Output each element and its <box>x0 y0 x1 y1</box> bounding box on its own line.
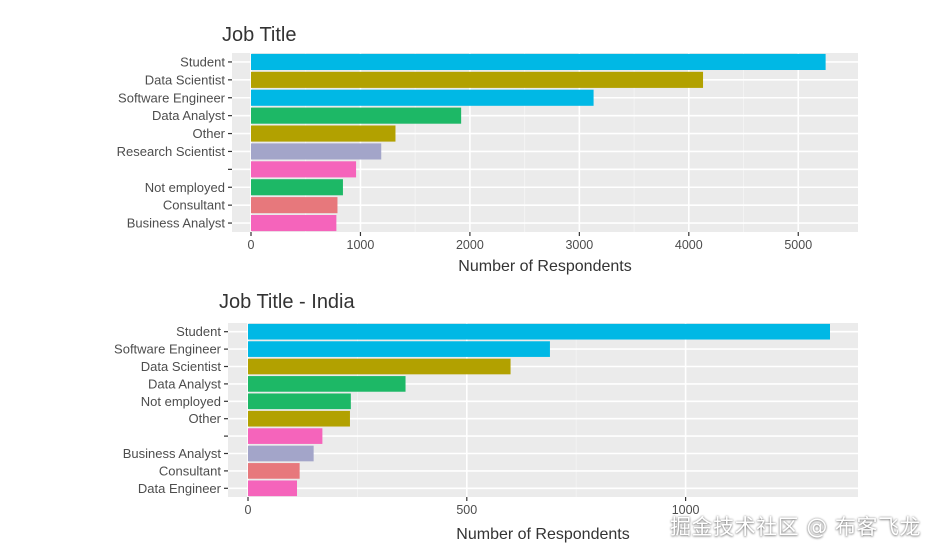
y-tick-label: Consultant <box>163 198 226 213</box>
y-tick-label: Other <box>188 411 221 426</box>
y-tick-label: Data Scientist <box>141 359 222 374</box>
y-tick-label: Data Analyst <box>148 376 221 391</box>
bar <box>248 341 550 357</box>
chart-title: Job Title - India <box>219 291 356 313</box>
x-tick-label: 5000 <box>784 238 812 252</box>
bar <box>248 480 298 497</box>
bar <box>251 143 382 160</box>
y-tick-label: Student <box>176 324 221 339</box>
bar <box>248 410 350 427</box>
bar <box>251 107 462 124</box>
bar <box>251 214 337 232</box>
y-tick-label: Other <box>192 126 225 141</box>
x-tick-label: 1000 <box>672 503 700 517</box>
bar <box>248 358 511 375</box>
watermark: 掘金技术社区 @ 布客飞龙 <box>670 515 921 539</box>
x-tick-label: 0 <box>248 238 255 252</box>
bar <box>248 393 351 410</box>
y-tick-label: Student <box>180 54 225 69</box>
y-tick-label: Data Engineer <box>138 481 222 496</box>
y-tick-label: Software Engineer <box>118 90 226 105</box>
bar <box>248 376 406 392</box>
chart-title: Job Title <box>222 24 296 46</box>
bar <box>251 71 704 88</box>
x-tick-label: 0 <box>245 503 252 517</box>
bar <box>251 89 594 106</box>
y-tick-label: Not employed <box>145 180 225 195</box>
x-axis-title: Number of Respondents <box>458 258 631 275</box>
bar <box>251 161 357 178</box>
x-tick-label: 1000 <box>347 238 375 252</box>
y-tick-label: Business Analyst <box>123 446 222 461</box>
x-axis-title: Number of Respondents <box>456 526 629 543</box>
bar <box>248 323 830 340</box>
bar <box>248 445 314 462</box>
bar <box>248 428 323 444</box>
x-tick-label: 4000 <box>675 238 703 252</box>
bar <box>248 463 300 479</box>
y-tick-label: Consultant <box>159 463 222 478</box>
y-tick-label: Research Scientist <box>117 144 226 159</box>
chart-1: Student Data Scientist Software Engineer Da… <box>117 24 858 275</box>
y-tick-label: Software Engineer <box>114 342 222 357</box>
x-tick-label: 3000 <box>565 238 593 252</box>
bar <box>251 179 343 196</box>
bar <box>251 125 396 142</box>
y-tick-label: Data Scientist <box>145 72 226 87</box>
bar <box>251 197 338 214</box>
y-tick-label: Business Analyst <box>127 216 226 231</box>
y-tick-label: Data Analyst <box>152 108 225 123</box>
y-tick-label: Not employed <box>141 394 221 409</box>
x-tick-label: 500 <box>456 503 477 517</box>
x-tick-label: 2000 <box>456 238 484 252</box>
chart-2: Student Software Engineer Data Scientist Da… <box>114 291 858 543</box>
bar <box>251 53 826 71</box>
